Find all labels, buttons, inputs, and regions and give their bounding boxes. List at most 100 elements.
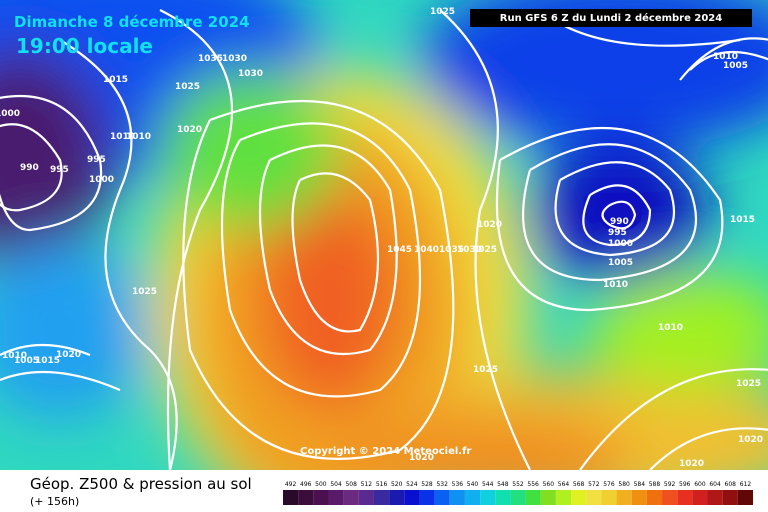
colorbar-swatch	[480, 490, 496, 505]
colorbar-label: 576	[603, 481, 615, 488]
isobar-label: 1025	[430, 7, 455, 17]
colorbar-label: 588	[649, 481, 661, 488]
colorbar-swatch	[616, 490, 632, 505]
colorbar-label: 556	[527, 481, 539, 488]
isobar-label: 1020	[477, 220, 502, 230]
isobar-label: 1015	[730, 215, 755, 225]
isobar-label: 1025	[472, 245, 497, 255]
colorbar-label: 612	[740, 481, 752, 488]
isobar-label: 1045	[387, 245, 412, 255]
isobar-label: 1020	[738, 435, 763, 445]
colorbar-swatch	[389, 490, 405, 505]
isobar-label: 1020	[177, 125, 202, 135]
colorbar-swatch	[373, 490, 390, 505]
colorbar-label: 568	[573, 481, 585, 488]
colorbar-swatch	[283, 490, 299, 505]
colorbar-label: 604	[709, 481, 721, 488]
isobar-label: 1025	[473, 365, 498, 375]
colorbar-label: 544	[482, 481, 494, 488]
colorbar-label: 564	[558, 481, 570, 488]
isobar-label: 1010	[713, 52, 738, 62]
colorbar-swatch	[434, 490, 450, 505]
time: 19:00 locale	[16, 34, 153, 58]
isobar-label: 990	[20, 163, 39, 173]
date: Dimanche 8 décembre 2024	[14, 13, 250, 31]
colorbar-swatch	[631, 490, 647, 505]
isobar-label: 1010	[126, 132, 151, 142]
colorbar-swatch	[495, 490, 511, 505]
colorbar-swatch	[449, 490, 465, 505]
isobar-label: 1030	[457, 245, 482, 255]
isobar-label: 995	[50, 165, 69, 175]
colorbar-swatch	[313, 490, 329, 505]
isobar-label: 1005	[723, 61, 748, 71]
colorbar-label: 508	[345, 481, 357, 488]
colorbar-label: 584	[634, 481, 646, 488]
isobar-label: 1000	[0, 109, 20, 119]
isobar-label: 1010	[110, 132, 135, 142]
isobar-label: 995	[87, 155, 106, 165]
colorbar-swatch	[646, 490, 663, 505]
colorbar-swatch	[586, 490, 602, 505]
colorbar-swatch	[571, 490, 587, 505]
colorbar-swatch	[343, 490, 359, 505]
colorbar-swatch	[707, 490, 723, 505]
colorbar-label: 536	[452, 481, 464, 488]
colorbar-label: 548	[497, 481, 509, 488]
isobar-label: 1010	[603, 280, 628, 290]
colorbar-label: 528	[421, 481, 433, 488]
colorbar-swatch	[419, 490, 435, 505]
colorbar-label: 492	[285, 481, 297, 488]
isobar-label: 995	[608, 228, 627, 238]
colorbar-swatch	[722, 490, 738, 505]
colorbar-swatch	[692, 490, 708, 505]
isobar-label: 1000	[89, 175, 114, 185]
isobar-label: 1025	[132, 287, 157, 297]
colorbar-swatch	[464, 490, 481, 505]
colorbar-label: 516	[376, 481, 388, 488]
colorbar-label: 496	[300, 481, 312, 488]
isobar-label: 1015	[35, 356, 60, 366]
isobar-label: 1025	[175, 82, 200, 92]
copyright: Copyright © 2024 Meteociel.fr	[300, 446, 471, 457]
colorbar-label: 596	[679, 481, 691, 488]
colorbar-label: 608	[725, 481, 737, 488]
isobar-label: 1020	[409, 453, 434, 463]
footer-title: Géop. Z500 & pression au sol	[30, 475, 252, 493]
colorbar-swatch	[540, 490, 556, 505]
colorbar-label: 500	[315, 481, 327, 488]
colorbar-swatch	[328, 490, 344, 505]
footer-lead: (+ 156h)	[30, 495, 79, 508]
colorbar-swatch	[555, 490, 572, 505]
isobar-label: 1015	[103, 75, 128, 85]
isobar-label: 1005	[608, 258, 633, 268]
isobar-label: 1025	[736, 379, 761, 389]
colorbar-swatch	[601, 490, 617, 505]
colorbar-swatch	[298, 490, 314, 505]
run-info: Run GFS 6 Z du Lundi 2 décembre 2024	[500, 12, 722, 24]
colorbar-label: 524	[406, 481, 418, 488]
isobar-label: 1000	[608, 239, 633, 249]
isobar-label: 1030	[222, 54, 247, 64]
colorbar-label: 504	[330, 481, 342, 488]
colorbar-label: 512	[361, 481, 373, 488]
colorbar-swatch	[358, 490, 374, 505]
colorbar-swatch	[510, 490, 526, 505]
colorbar-swatch	[737, 490, 753, 505]
colorbar-label: 540	[467, 481, 479, 488]
isobar-label: 1035	[198, 54, 223, 64]
colorbar-swatch	[677, 490, 693, 505]
colorbar-swatch	[404, 490, 420, 505]
isobar-label: 1005	[14, 356, 39, 366]
colorbar-swatch	[525, 490, 541, 505]
isobar-label: 1020	[56, 350, 81, 360]
colorbar-label: 572	[588, 481, 600, 488]
isobar-label: 1020	[679, 459, 704, 469]
colorbar-label: 552	[512, 481, 524, 488]
isobar-label: 1035	[439, 245, 464, 255]
colorbar-label: 560	[543, 481, 555, 488]
colorbar-label: 580	[618, 481, 630, 488]
colorbar-label: 592	[664, 481, 676, 488]
